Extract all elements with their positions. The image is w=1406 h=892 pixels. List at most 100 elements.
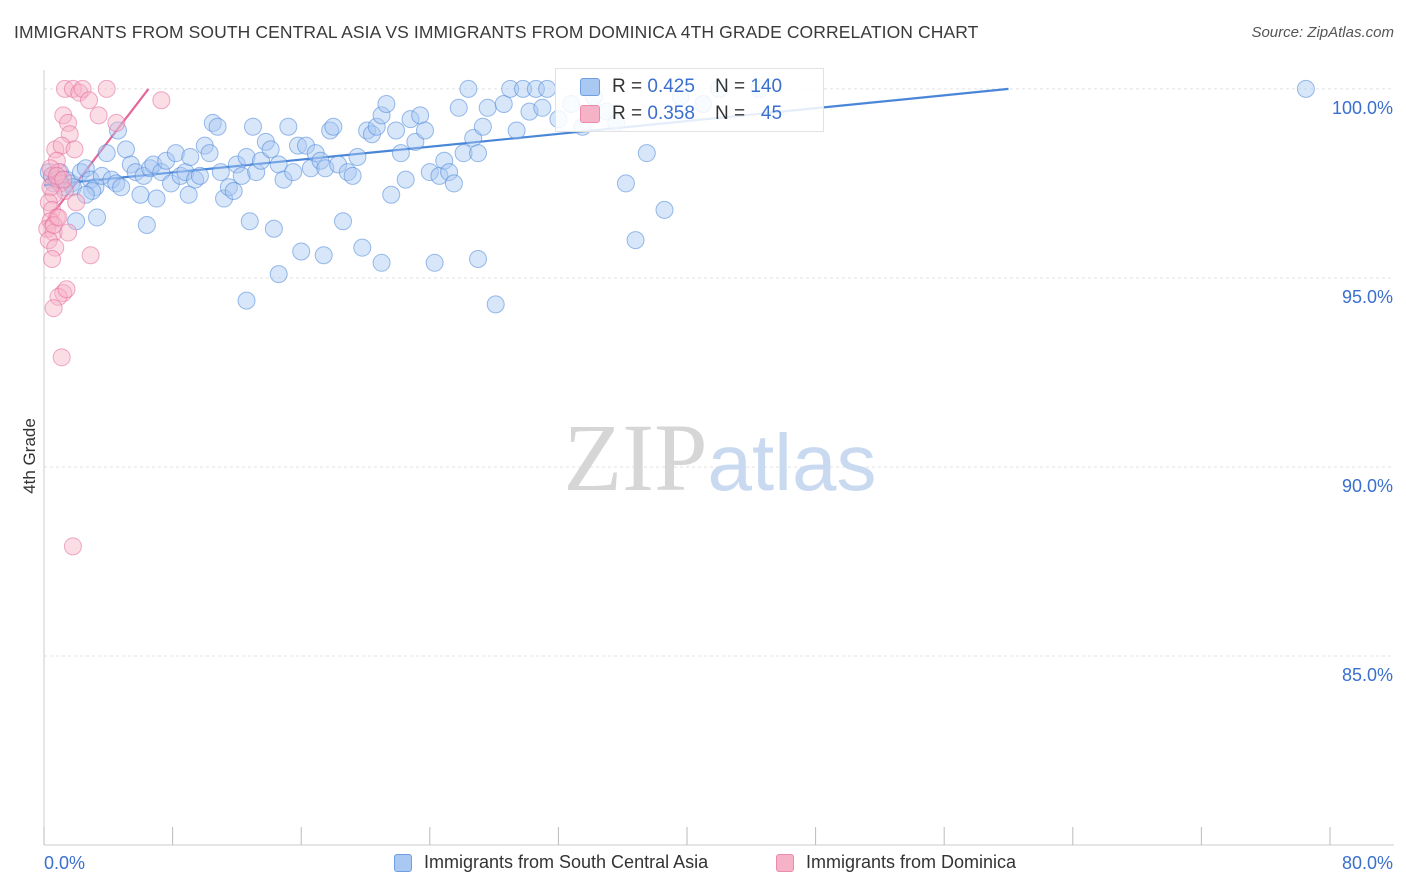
y-tick-label: 100.0% — [1332, 98, 1393, 118]
data-point-south-central-asia — [655, 200, 674, 219]
data-point-south-central-asia — [372, 253, 391, 272]
data-point-dominica — [46, 238, 65, 257]
data-point-south-central-asia — [420, 163, 439, 182]
data-point-dominica — [152, 91, 171, 110]
n-label: N = — [714, 76, 746, 97]
x-tick-label: 80.0% — [1342, 853, 1393, 873]
data-point-south-central-asia — [637, 144, 656, 163]
data-point-dominica — [44, 299, 63, 318]
data-point-south-central-asia — [454, 144, 473, 163]
data-point-south-central-asia — [137, 216, 156, 234]
data-point-south-central-asia — [324, 117, 343, 136]
data-point-dominica — [55, 181, 74, 200]
y-tick-label: 90.0% — [1342, 476, 1393, 496]
stats-row-south-central-asia: R = 0.425 N = 140 — [580, 74, 782, 100]
stats-row-dominica: R = 0.358 N = 45 — [580, 101, 782, 127]
data-point-south-central-asia — [108, 121, 127, 140]
data-point-dominica — [59, 113, 78, 132]
data-point-south-central-asia — [279, 117, 298, 136]
bottom-legend: Immigrants from South Central Asia Immig… — [0, 852, 1406, 878]
data-point-south-central-asia — [444, 174, 463, 193]
y-axis-label: 4th Grade — [20, 418, 39, 494]
tick-labels: 85.0% 90.0% 95.0% 100.0% 0.0% 80.0% — [44, 98, 1393, 873]
data-point-south-central-asia — [88, 208, 107, 227]
data-point-south-central-asia — [377, 95, 396, 114]
data-point-south-central-asia — [157, 151, 176, 170]
data-point-south-central-asia — [211, 163, 230, 182]
data-point-dominica — [49, 208, 68, 227]
data-point-south-central-asia — [372, 106, 391, 125]
data-point-south-central-asia — [179, 185, 198, 204]
source-credit: Source: ZipAtlas.com — [1251, 24, 1394, 41]
data-point-south-central-asia — [274, 170, 293, 189]
data-point-south-central-asia — [269, 265, 288, 284]
data-point-south-central-asia — [396, 170, 415, 189]
data-point-south-central-asia — [147, 189, 166, 208]
y-tick-label: 85.0% — [1342, 665, 1393, 685]
data-point-south-central-asia — [494, 95, 513, 114]
data-point-dominica — [81, 246, 100, 265]
data-point-south-central-asia — [507, 121, 526, 140]
data-point-south-central-asia — [161, 174, 180, 193]
data-point-dominica — [65, 140, 84, 159]
chart-title: IMMIGRANTS FROM SOUTH CENTRAL ASIA VS IM… — [14, 22, 979, 42]
data-point-south-central-asia — [626, 231, 645, 250]
r-value: 0.358 — [647, 103, 695, 124]
legend-label: Immigrants from Dominica — [806, 852, 1017, 872]
data-point-south-central-asia — [314, 246, 333, 265]
data-point-south-central-asia — [297, 136, 316, 155]
data-point-south-central-asia — [181, 147, 200, 166]
data-point-south-central-asia — [166, 144, 185, 163]
data-point-south-central-asia — [240, 212, 259, 231]
data-point-south-central-asia — [411, 106, 430, 125]
legend-swatch-blue — [580, 78, 600, 96]
x-tick-label: 0.0% — [44, 853, 85, 873]
data-point-south-central-asia — [97, 144, 116, 163]
y-tick-label: 95.0% — [1342, 287, 1393, 307]
data-point-south-central-asia — [501, 79, 520, 98]
data-point-south-central-asia — [391, 144, 410, 163]
legend-item-south-central-asia: Immigrants from South Central Asia — [394, 852, 708, 873]
watermark-atlas: atlas — [708, 418, 877, 507]
data-point-dominica — [41, 159, 60, 178]
data-point-south-central-asia — [401, 110, 420, 129]
data-point-south-central-asia — [76, 185, 95, 204]
data-point-south-central-asia — [333, 212, 352, 231]
n-label: N = — [714, 103, 746, 124]
data-point-south-central-asia — [387, 121, 406, 140]
data-point-south-central-asia — [440, 163, 459, 182]
legend-item-dominica: Immigrants from Dominica — [776, 852, 1016, 873]
r-value: 0.425 — [647, 76, 695, 97]
data-point-south-central-asia — [449, 98, 468, 117]
data-point-dominica — [63, 537, 82, 556]
r-label: R = — [612, 76, 643, 97]
data-point-south-central-asia — [237, 291, 256, 310]
data-point-south-central-asia — [343, 166, 362, 185]
data-point-dominica — [89, 106, 108, 125]
data-point-south-central-asia — [473, 117, 492, 136]
data-points — [38, 79, 1315, 556]
n-value: 140 — [750, 76, 783, 97]
data-point-south-central-asia — [329, 155, 348, 174]
data-point-south-central-asia — [533, 98, 552, 117]
data-point-dominica — [67, 193, 86, 212]
data-point-south-central-asia — [116, 140, 135, 159]
data-point-south-central-asia — [348, 147, 367, 166]
data-point-south-central-asia — [131, 185, 150, 204]
legend-label: Immigrants from South Central Asia — [424, 852, 709, 872]
data-point-south-central-asia — [459, 79, 478, 98]
data-point-south-central-asia — [425, 253, 444, 272]
data-point-south-central-asia — [237, 147, 256, 166]
n-value: 45 — [760, 103, 783, 124]
data-point-south-central-asia — [469, 144, 488, 163]
data-point-south-central-asia — [367, 117, 386, 136]
data-point-south-central-asia — [112, 178, 131, 197]
data-point-south-central-asia — [243, 117, 262, 136]
data-point-south-central-asia — [92, 166, 111, 185]
legend-swatch-blue — [394, 853, 412, 872]
data-point-dominica — [107, 113, 126, 132]
data-point-south-central-asia — [76, 159, 95, 178]
data-point-south-central-asia — [215, 189, 234, 208]
data-point-south-central-asia — [232, 166, 251, 185]
